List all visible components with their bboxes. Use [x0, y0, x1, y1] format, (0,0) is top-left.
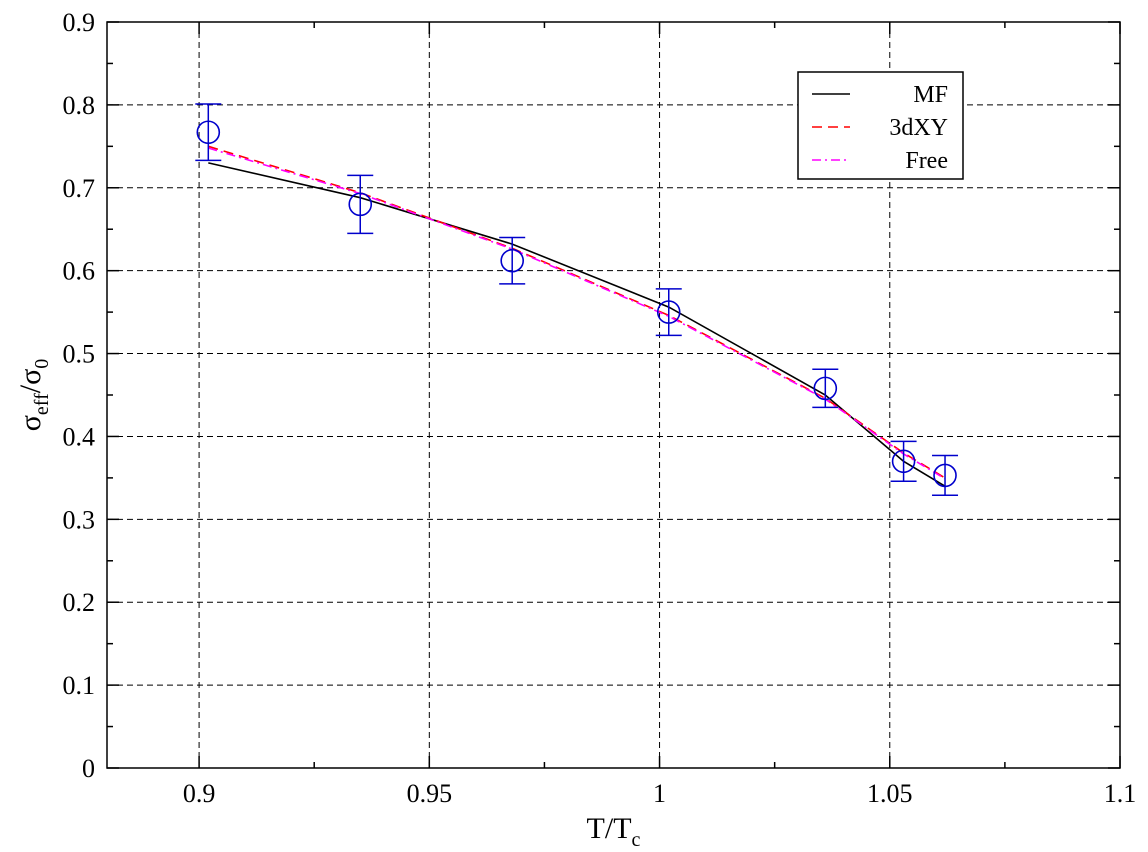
y-tick-label: 0.6 — [63, 257, 96, 286]
data-marker — [891, 449, 916, 474]
x-tick-label: 1.1 — [1104, 779, 1137, 808]
points-layer — [195, 103, 959, 497]
series-line-free — [208, 147, 946, 480]
x-tick-label: 1 — [653, 779, 666, 808]
y-tick-label: 0.4 — [63, 422, 96, 451]
data-point — [932, 454, 959, 497]
series-line-3dxy — [208, 145, 946, 479]
y-tick-label: 0.3 — [63, 505, 96, 534]
data-marker — [348, 192, 373, 217]
legend: MF 3dXY Free — [797, 71, 964, 180]
series-line-mf — [208, 162, 946, 487]
data-point — [655, 288, 682, 337]
y-axis-label-sub1: eff — [31, 393, 53, 415]
y-tick-label: 0.9 — [63, 8, 96, 37]
legend-label-3dxy: 3dXY — [889, 115, 948, 141]
data-marker — [933, 463, 957, 488]
y-tick-label: 0.5 — [63, 340, 96, 369]
y-tick-label: 0.1 — [63, 671, 96, 700]
y-axis-label-main: σ — [14, 415, 47, 431]
data-point — [812, 368, 839, 409]
data-marker — [813, 376, 838, 401]
plot-frame — [106, 21, 1121, 769]
x-tick-label: 0.9 — [183, 779, 216, 808]
grid-layer — [107, 22, 1120, 768]
y-tick-label: 0.2 — [63, 588, 96, 617]
legend-box — [797, 71, 964, 180]
y-axis-label-mid: /σ — [14, 369, 47, 394]
y-axis-label-sub2: 0 — [31, 359, 53, 369]
x-axis-label: T/Tc — [587, 812, 641, 851]
legend-label-mf: MF — [913, 82, 948, 108]
data-point — [499, 236, 526, 285]
data-marker — [500, 248, 525, 273]
y-tick-label: 0 — [82, 754, 95, 783]
ticks-layer: 0.9 0.95 1 1.05 1.1 0 0.1 0.2 0.3 0.4 0.5 0.6 0.7 0.8… — [63, 8, 1137, 808]
x-axis-label-sub: c — [632, 829, 641, 851]
data-marker — [656, 300, 681, 324]
legend-label-free: Free — [905, 148, 948, 174]
data-point — [195, 103, 222, 162]
data-point — [890, 440, 917, 482]
x-tick-label: 1.05 — [867, 779, 913, 808]
y-tick-label: 0.8 — [63, 91, 96, 120]
y-axis-label: σeff/σ0 — [14, 359, 53, 432]
x-tick-label: 0.95 — [407, 779, 453, 808]
x-axis-label-main: T/T — [587, 812, 632, 845]
series-layer — [208, 145, 946, 487]
data-point — [347, 174, 374, 235]
y-tick-label: 0.7 — [63, 174, 96, 203]
data-marker — [196, 120, 221, 145]
